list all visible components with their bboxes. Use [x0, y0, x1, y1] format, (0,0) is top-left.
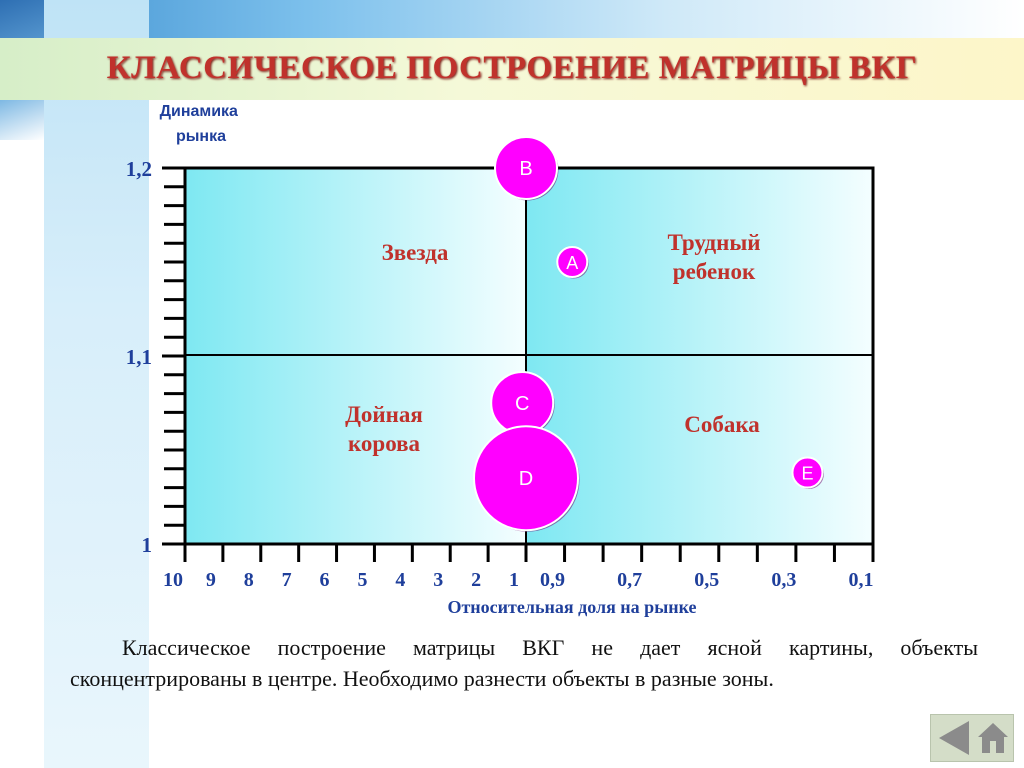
- bubble-label: B: [519, 158, 532, 180]
- navigation-buttons: [930, 714, 1014, 762]
- y-tick-label: 1,1: [126, 345, 152, 369]
- quadrant-label: Собака: [684, 412, 760, 437]
- x-tick-label: 6: [320, 569, 330, 591]
- quadrant-top-left: [185, 168, 526, 355]
- bubble-b: [494, 136, 558, 200]
- quadrant-label: Звезда: [382, 240, 449, 265]
- x-tick-label: 7: [282, 569, 292, 591]
- slide-title: КЛАССИЧЕСКОЕ ПОСТРОЕНИЕ МАТРИЦЫ ВКГ: [106, 50, 918, 86]
- bubble-label: E: [801, 464, 813, 484]
- quadrant-bottom-left: [185, 355, 526, 544]
- x-tick-label: 5: [357, 569, 367, 591]
- y-tick-label: 1,2: [126, 157, 152, 181]
- x-tick-label: 0,7: [617, 569, 642, 591]
- bubble-a: [556, 246, 589, 278]
- bubble-label: C: [515, 393, 529, 415]
- bubble-label: A: [566, 253, 578, 273]
- y-tick-label: 1: [142, 533, 153, 557]
- x-tick-label: 8: [244, 569, 254, 591]
- left-arrow-icon[interactable]: [939, 721, 969, 755]
- x-tick-label: 0,3: [771, 569, 796, 591]
- x-tick-label: 0,9: [540, 569, 565, 591]
- y-axis-title: Динамика рынка: [160, 103, 243, 145]
- x-tick-label: 2: [471, 569, 481, 591]
- x-tick-label: 1: [509, 569, 519, 591]
- x-tick-label: 9: [206, 569, 216, 591]
- slide-paragraph: Классическое построение матрицы ВКГ не д…: [70, 635, 978, 691]
- x-tick-label: 3: [433, 569, 443, 591]
- x-tick-label: 0,5: [694, 569, 719, 591]
- bcg-matrix-chart: 1 1,1 1,2 10 9 8 7 6 5 4 3 2 1 0,9 0,7 0,5 0,3 0,1 Динам…: [126, 103, 875, 617]
- home-icon[interactable]: [977, 721, 1009, 755]
- x-tick-label: 4: [395, 569, 405, 591]
- quadrant-label: Трудный ребенок: [667, 230, 760, 284]
- title-bar: [0, 38, 1024, 100]
- quadrant-label: Дойная корова: [345, 402, 423, 456]
- bubble-d: [473, 425, 579, 532]
- x-axis-title: Относительная доля на рынке: [447, 597, 696, 617]
- side-decoration-strip: [44, 0, 149, 768]
- x-tick-label: 0,1: [849, 569, 874, 591]
- bubble-e: [791, 456, 824, 489]
- top-decoration-strip: [0, 0, 1024, 38]
- x-tick-label: 10: [163, 569, 183, 591]
- bubble-label: D: [519, 468, 533, 490]
- quadrant-bottom-right: [526, 355, 873, 544]
